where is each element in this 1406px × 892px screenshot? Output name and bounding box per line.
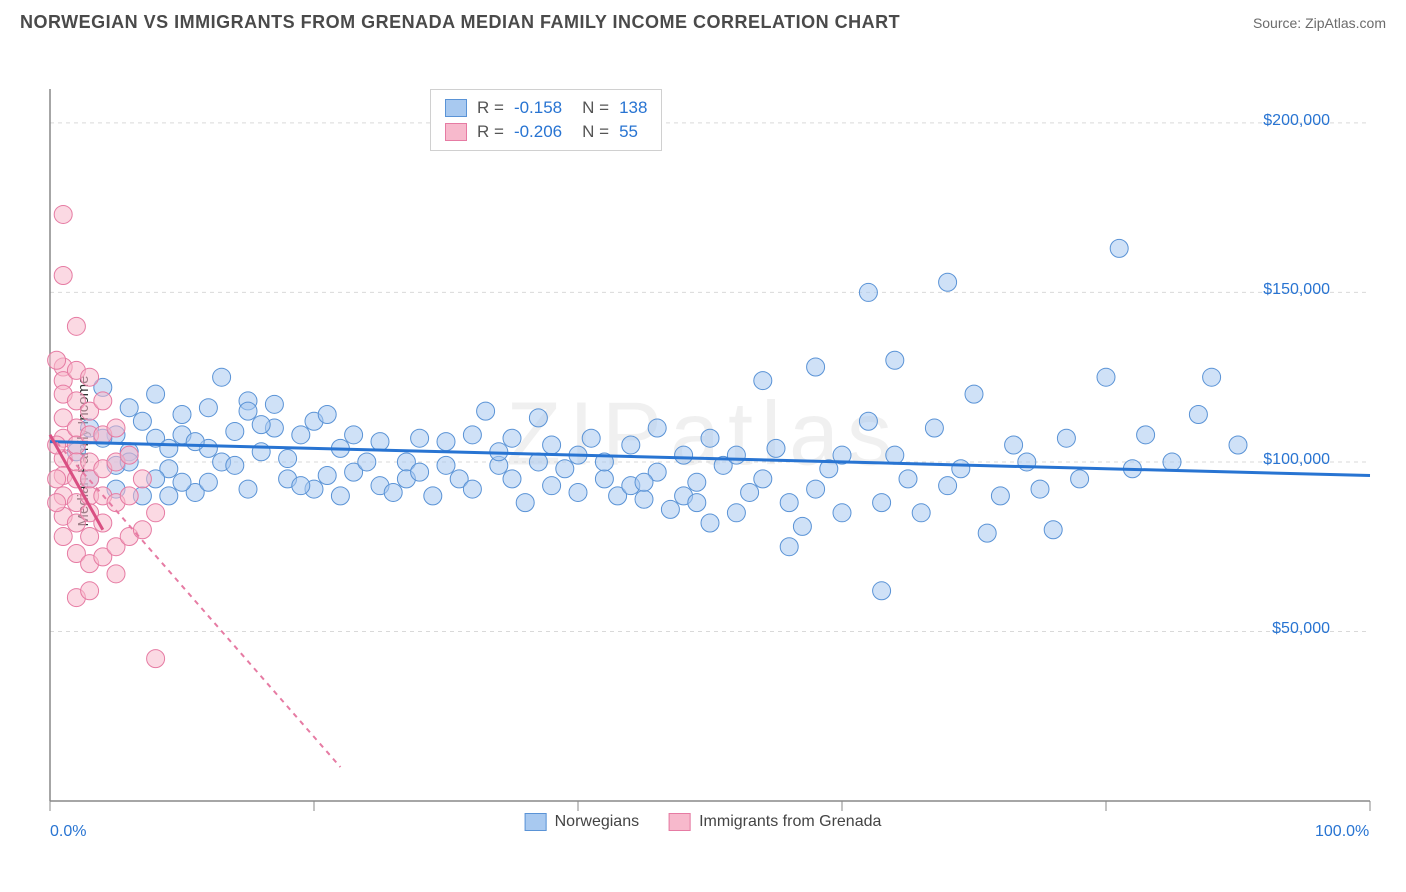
stats-row: R = -0.206 N = 55 xyxy=(445,120,647,144)
chart-source: Source: ZipAtlas.com xyxy=(1253,15,1386,31)
stats-legend-box: R = -0.158 N = 138 R = -0.206 N = 55 xyxy=(430,89,662,151)
legend-swatch xyxy=(669,813,691,831)
stats-n-value: 55 xyxy=(619,122,638,142)
stats-swatch xyxy=(445,99,467,117)
stats-n-label: N = xyxy=(582,98,609,118)
legend-swatch xyxy=(525,813,547,831)
y-tick-label: $50,000 xyxy=(1272,620,1330,638)
y-tick-label: $150,000 xyxy=(1263,281,1330,299)
stats-r-value: -0.206 xyxy=(514,122,562,142)
source-name: ZipAtlas.com xyxy=(1305,15,1386,31)
stats-r-label: R = xyxy=(477,98,504,118)
chart-container: Median Family Income ZIPatlas R =-0.158N… xyxy=(0,41,1406,861)
chart-title: NORWEGIAN VS IMMIGRANTS FROM GRENADA MED… xyxy=(20,12,900,33)
stats-swatch xyxy=(445,123,467,141)
legend-item: Immigrants from Grenada xyxy=(669,813,881,831)
y-tick-label: $200,000 xyxy=(1263,112,1330,130)
stats-n-label: N = xyxy=(582,122,609,142)
stats-r-label: R = xyxy=(477,122,504,142)
scatter-chart xyxy=(0,41,1406,861)
x-axis-label-right: 100.0% xyxy=(1315,823,1369,841)
legend-label: Immigrants from Grenada xyxy=(699,813,881,831)
legend-label: Norwegians xyxy=(555,813,639,831)
y-tick-label: $100,000 xyxy=(1263,451,1330,469)
x-axis-label-left: 0.0% xyxy=(50,823,86,841)
stats-n-value: 138 xyxy=(619,98,647,118)
stats-row: R = -0.158 N = 138 xyxy=(445,96,647,120)
bottom-legend: Norwegians Immigrants from Grenada xyxy=(525,813,882,831)
legend-item: Norwegians xyxy=(525,813,639,831)
stats-r-value: -0.158 xyxy=(514,98,562,118)
chart-header: NORWEGIAN VS IMMIGRANTS FROM GRENADA MED… xyxy=(0,0,1406,41)
source-prefix: Source: xyxy=(1253,15,1305,31)
